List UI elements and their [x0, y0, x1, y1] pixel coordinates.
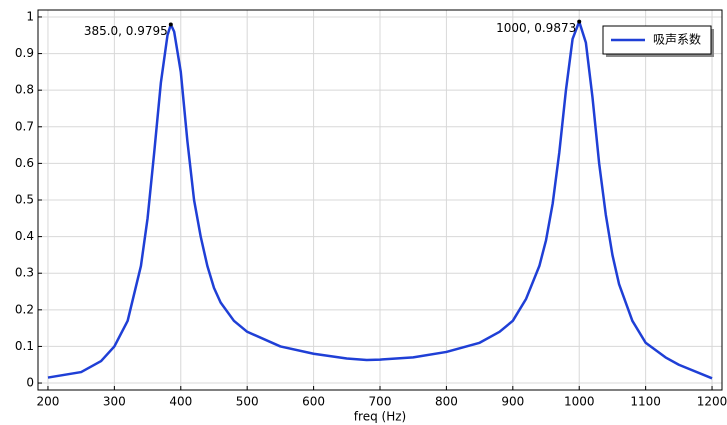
y-tick-label: 0: [26, 376, 34, 390]
y-tick-label: 0.8: [15, 83, 34, 97]
annotation-point: [168, 22, 173, 27]
x-tick-label: 400: [169, 395, 192, 409]
y-tick-label: 0.7: [15, 119, 34, 133]
x-tick-label: 200: [37, 395, 60, 409]
legend-label: 吸声系数: [653, 32, 701, 47]
x-tick-label: 700: [369, 395, 392, 409]
y-tick-label: 0.9: [15, 46, 34, 60]
x-tick-label: 800: [435, 395, 458, 409]
annotation-point: [577, 19, 582, 24]
annotation-label: 385.0, 0.9795: [84, 24, 168, 38]
line-series: [47, 20, 713, 380]
x-tick-label: 1000: [564, 395, 595, 409]
y-tick-label: 1: [26, 9, 34, 23]
plot-border: [37, 9, 723, 391]
y-tick-label: 0.6: [15, 156, 34, 170]
x-tick-label: 500: [236, 395, 259, 409]
x-tick-label: 1100: [630, 395, 661, 409]
y-tick-label: 0.1: [15, 339, 34, 353]
x-tick-label: 1200: [697, 395, 727, 409]
annotation-label: 1000, 0.9873: [496, 21, 576, 35]
x-tick-label: 300: [103, 395, 126, 409]
x-tick-label: 900: [501, 395, 524, 409]
y-tick-label: 0.3: [15, 266, 34, 280]
x-axis-label: freq (Hz): [354, 410, 406, 424]
x-tick-label: 600: [302, 395, 325, 409]
y-tick-label: 0.4: [15, 229, 34, 243]
y-tick-label: 0.2: [15, 302, 34, 316]
y-tick-label: 0.5: [15, 193, 34, 207]
